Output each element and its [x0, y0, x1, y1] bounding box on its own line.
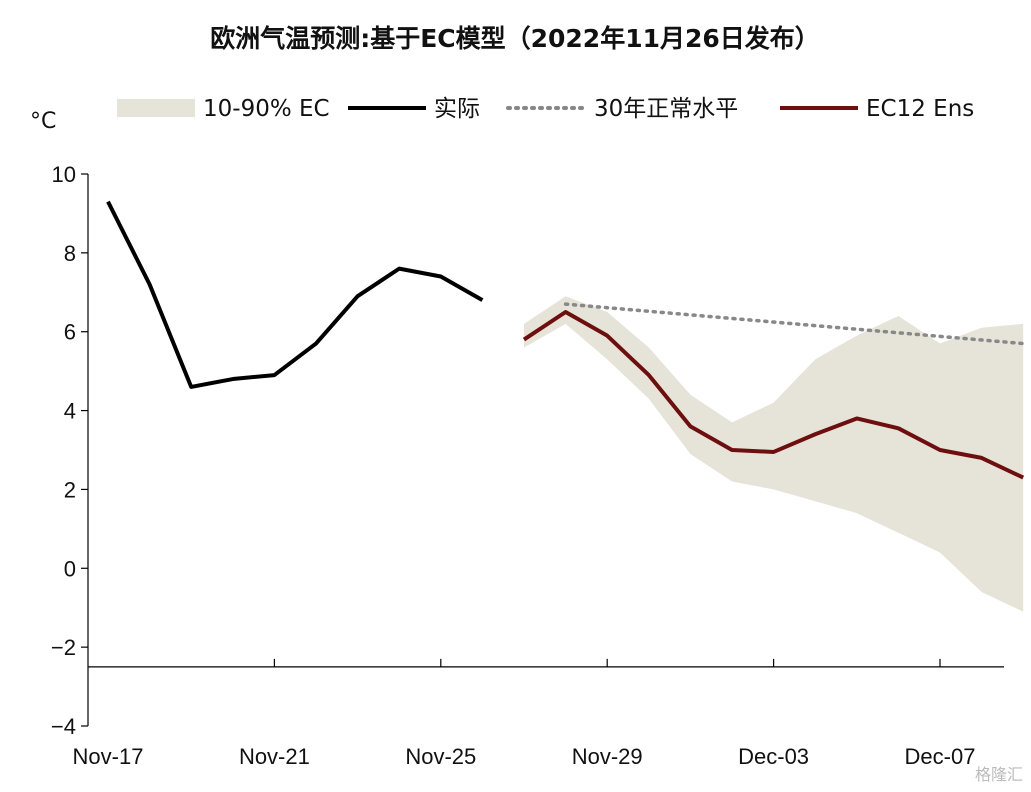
plot-area: 10 8 6 4 2 0 −2 −4 Nov-17 Nov-21 Nov-25 Nov-29 Dec-0… — [51, 162, 1025, 769]
y-tick-label: −4 — [51, 714, 76, 739]
y-tick-label: 0 — [64, 556, 76, 581]
series-actual-line — [106, 200, 484, 389]
series-ec12-ens-line — [522, 310, 1025, 480]
y-tick-label: 6 — [64, 320, 76, 345]
x-tick-label: Nov-25 — [405, 744, 476, 769]
y-tick-label: 4 — [64, 399, 76, 424]
legend: 10-90% EC 实际 30年正常水平 EC12 Ens — [117, 96, 974, 122]
legend-band-label: 10-90% EC — [203, 96, 330, 122]
legend-actual-label: 实际 — [434, 96, 480, 122]
x-tick-label: Dec-07 — [905, 744, 976, 769]
y-tick-label: 10 — [52, 162, 76, 187]
chart-title: 欧洲气温预测:基于EC模型（2022年11月26日发布） — [210, 24, 820, 53]
legend-ec-label: EC12 Ens — [866, 96, 974, 122]
x-tick-label: Nov-21 — [239, 744, 310, 769]
x-tick-label: Dec-03 — [738, 744, 809, 769]
y-tick-label: 2 — [64, 477, 76, 502]
y-axis-unit: °C — [30, 109, 56, 134]
y-tick-label: −2 — [51, 635, 76, 660]
x-tick-label: Nov-29 — [572, 744, 643, 769]
series-30yr-normal-line — [563, 302, 1025, 346]
y-tick-label: 8 — [64, 241, 76, 266]
watermark: 格隆汇 — [975, 765, 1023, 784]
legend-normal-label: 30年正常水平 — [594, 96, 738, 122]
legend-band-swatch — [117, 99, 195, 117]
x-tick-label: Nov-17 — [73, 744, 144, 769]
